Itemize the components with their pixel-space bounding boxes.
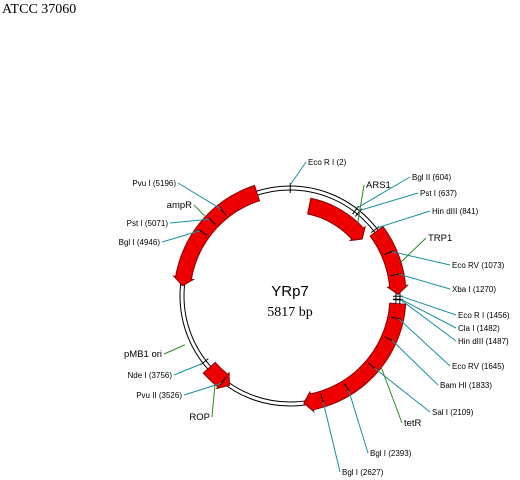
- ars1-feature-label: ARS1: [366, 180, 391, 191]
- clai-1482-site-label: Cla I (1482): [458, 324, 500, 333]
- trp1-feature-arrow: [369, 225, 409, 295]
- feature-arrows: [172, 184, 409, 413]
- tetr-feature-arrow: [303, 302, 407, 413]
- sali-2109-site-label: Sal I (2109): [432, 408, 474, 417]
- pvuii-3526-site-label: Pvu II (3526): [136, 391, 182, 400]
- ecorv-1645-site-label: Eco RV (1645): [452, 362, 505, 371]
- pmb1-ori-label-line: [163, 344, 186, 355]
- ecorv-1073-site-label: Eco RV (1073): [452, 261, 505, 270]
- psti-637-label-line: [360, 192, 419, 211]
- hindiii-1487-label-line: [400, 299, 457, 342]
- ecori-1456-site-label: Eco R I (1456): [458, 311, 510, 320]
- xbai-1270-label-line: [398, 273, 451, 290]
- psti-5071-label-line: [169, 218, 210, 224]
- ndei-3756-site-label: Nde I (3756): [128, 371, 173, 380]
- bamhi-1833-site-label: Bam HI (1833): [440, 381, 492, 390]
- tetr-feature-label: tetR: [404, 418, 422, 429]
- ecori-2-label-line: [289, 161, 307, 186]
- pvui-5196-site-label: Pvu I (5196): [132, 179, 176, 188]
- xbai-1270-site-label: Xba I (1270): [452, 285, 496, 294]
- tetr-label-line: [380, 367, 403, 424]
- bgli-2627-site-label: Bgl I (2627): [342, 468, 384, 477]
- ecori-1456-label-line: [400, 295, 457, 316]
- pmb1-ori-feature-label: pMB1 ori: [124, 349, 162, 360]
- hindiii-1487-site-label: Hin dIII (1487): [458, 337, 509, 346]
- trp1-feature-label: TRP1: [428, 233, 452, 244]
- ndei-3756-label-line: [173, 363, 203, 376]
- pvui-5196-label-line: [177, 182, 222, 210]
- label-lines: [161, 161, 457, 473]
- ecorv-1073-label-line: [391, 251, 451, 266]
- clai-1482-label-line: [400, 298, 457, 329]
- psti-637-site-label: Pst I (637): [420, 189, 457, 198]
- ars1-feature-arrow: [307, 197, 366, 242]
- bgli-2393-site-label: Bgl I (2393): [370, 449, 412, 458]
- hindiii-841-site-label: Hin dIII (841): [432, 207, 479, 216]
- ampr-label-line: [193, 204, 206, 218]
- rop-label-line: [211, 384, 216, 418]
- labels: Eco R I (2) Bgl II (604) Pst I (637) Hin dI…: [119, 158, 510, 477]
- sali-2109-label-line: [374, 367, 431, 413]
- bgli-2627-label-line: [322, 401, 341, 473]
- plasmid-size: 5817 bp: [267, 305, 313, 320]
- hindiii-841-label-line: [377, 210, 431, 229]
- psti-5071-site-label: Pst I (5071): [127, 219, 169, 228]
- ampr-feature-label: ampR: [167, 200, 192, 211]
- rop-feature-label: ROP: [189, 412, 210, 423]
- bamhi-1833-label-line: [391, 339, 439, 386]
- ecorv-1645-label-line: [398, 318, 451, 367]
- bgli-4946-label-line: [161, 230, 201, 243]
- bglii-604-label-line: [357, 176, 411, 209]
- ars1-label-line: [357, 184, 365, 223]
- ecori-2-site-label: Eco R I (2): [308, 158, 347, 167]
- page-title: ATCC 37060: [2, 2, 77, 17]
- plasmid-name: YRp7: [271, 283, 309, 300]
- bgli-2393-label-line: [348, 390, 369, 454]
- ampr-feature-arrow: [172, 184, 261, 287]
- trp1-label-line: [400, 237, 427, 263]
- bglii-604-site-label: Bgl II (604): [412, 173, 451, 182]
- bgli-4946-site-label: Bgl I (4946): [119, 238, 161, 247]
